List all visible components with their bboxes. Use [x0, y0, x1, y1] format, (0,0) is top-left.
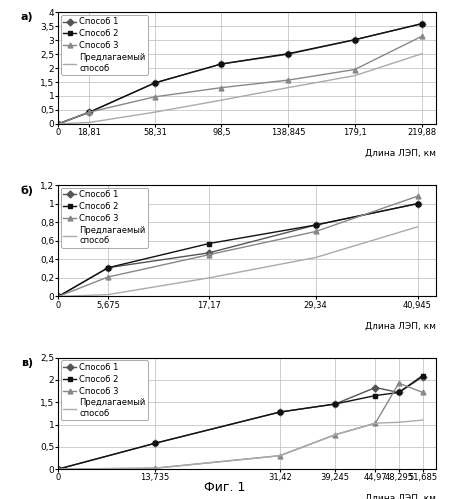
Text: а): а) — [21, 12, 33, 22]
Способ 1 — [420, 374, 426, 380]
Способ 2 — [56, 121, 61, 127]
Способ 2 — [396, 389, 401, 395]
Способ 2 — [153, 440, 158, 446]
Способ 3 — [277, 453, 282, 459]
Способ 3 — [206, 251, 211, 257]
Способ 2 — [420, 373, 426, 379]
Способ 1 — [352, 37, 357, 43]
Text: Длина ЛЭП, км: Длина ЛЭП, км — [365, 149, 436, 158]
Способ 1 — [56, 466, 61, 472]
Способ 1 — [153, 440, 158, 446]
Способ 2 — [415, 201, 420, 207]
Предлагаемый
способ — [152, 109, 158, 115]
Способ 1 — [286, 51, 291, 57]
Предлагаемый
способ — [277, 453, 282, 459]
Line: Способ 2: Способ 2 — [56, 201, 420, 299]
Line: Способ 1: Способ 1 — [56, 374, 425, 472]
Предлагаемый
способ — [313, 254, 318, 260]
Способ 1 — [56, 293, 61, 299]
Line: Способ 3: Способ 3 — [56, 194, 420, 299]
Способ 3 — [415, 193, 420, 199]
Line: Предлагаемый
способ: Предлагаемый способ — [58, 420, 423, 469]
Способ 1 — [373, 385, 378, 391]
Line: Способ 1: Способ 1 — [56, 201, 420, 299]
Line: Предлагаемый
способ: Предлагаемый способ — [58, 54, 422, 124]
Line: Способ 3: Способ 3 — [56, 34, 424, 126]
Способ 3 — [153, 465, 158, 471]
Способ 3 — [56, 121, 61, 127]
Предлагаемый
способ — [206, 275, 211, 281]
Предлагаемый
способ — [352, 73, 357, 79]
Line: Способ 1: Способ 1 — [56, 21, 424, 126]
Предлагаемый
способ — [106, 291, 111, 297]
Способ 1 — [152, 80, 158, 86]
Способ 3 — [56, 293, 61, 299]
Line: Способ 2: Способ 2 — [56, 21, 424, 126]
Способ 3 — [373, 420, 378, 426]
Line: Способ 2: Способ 2 — [56, 373, 425, 472]
Предлагаемый
способ — [420, 417, 426, 423]
Предлагаемый
способ — [56, 466, 61, 472]
Способ 1 — [87, 109, 92, 115]
Способ 2 — [286, 51, 291, 57]
Способ 3 — [352, 66, 357, 72]
Способ 3 — [56, 466, 61, 472]
Legend: Способ 1, Способ 2, Способ 3, Предлагаемый
способ: Способ 1, Способ 2, Способ 3, Предлагаем… — [61, 15, 148, 75]
Способ 1 — [277, 409, 282, 415]
Предлагаемый
способ — [415, 224, 420, 230]
Способ 1 — [56, 121, 61, 127]
Способ 1 — [396, 389, 401, 395]
Способ 2 — [56, 293, 61, 299]
Line: Способ 3: Способ 3 — [56, 381, 425, 472]
Предлагаемый
способ — [56, 121, 61, 127]
Способ 3 — [313, 229, 318, 235]
Способ 2 — [277, 409, 282, 415]
Text: Фиг. 1: Фиг. 1 — [204, 481, 245, 494]
Предлагаемый
способ — [219, 97, 224, 103]
Способ 3 — [106, 274, 111, 280]
Предлагаемый
способ — [56, 293, 61, 299]
Text: Длина ЛЭП, км: Длина ЛЭП, км — [365, 321, 436, 330]
Предлагаемый
способ — [419, 51, 425, 57]
Способ 3 — [286, 77, 291, 83]
Предлагаемый
способ — [286, 85, 291, 91]
Способ 3 — [332, 432, 338, 438]
Способ 3 — [219, 85, 224, 91]
Способ 1 — [206, 250, 211, 256]
Способ 2 — [206, 241, 211, 247]
Способ 2 — [152, 80, 158, 86]
Способ 1 — [313, 222, 318, 228]
Text: в): в) — [21, 358, 33, 368]
Способ 3 — [419, 33, 425, 39]
Способ 2 — [419, 20, 425, 26]
Способ 2 — [332, 401, 338, 407]
Способ 2 — [87, 109, 92, 115]
Предлагаемый
способ — [396, 419, 401, 425]
Способ 2 — [56, 466, 61, 472]
Способ 3 — [396, 380, 401, 386]
Способ 3 — [420, 389, 426, 395]
Способ 1 — [219, 61, 224, 67]
Способ 3 — [87, 109, 92, 115]
Legend: Способ 1, Способ 2, Способ 3, Предлагаемый
способ: Способ 1, Способ 2, Способ 3, Предлагаем… — [61, 360, 148, 420]
Text: Длина ЛЭП, км: Длина ЛЭП, км — [365, 494, 436, 499]
Способ 3 — [152, 94, 158, 100]
Предлагаемый
способ — [87, 119, 92, 125]
Способ 2 — [106, 264, 111, 270]
Способ 2 — [352, 37, 357, 43]
Предлагаемый
способ — [373, 420, 378, 426]
Legend: Способ 1, Способ 2, Способ 3, Предлагаемый
способ: Способ 1, Способ 2, Способ 3, Предлагаем… — [61, 188, 148, 248]
Способ 1 — [106, 264, 111, 270]
Способ 1 — [332, 401, 338, 407]
Способ 2 — [313, 222, 318, 228]
Способ 2 — [219, 61, 224, 67]
Text: б): б) — [21, 185, 34, 196]
Способ 2 — [373, 393, 378, 399]
Предлагаемый
способ — [153, 465, 158, 471]
Способ 1 — [419, 20, 425, 26]
Предлагаемый
способ — [332, 432, 338, 438]
Способ 1 — [415, 201, 420, 207]
Line: Предлагаемый
способ: Предлагаемый способ — [58, 227, 418, 296]
